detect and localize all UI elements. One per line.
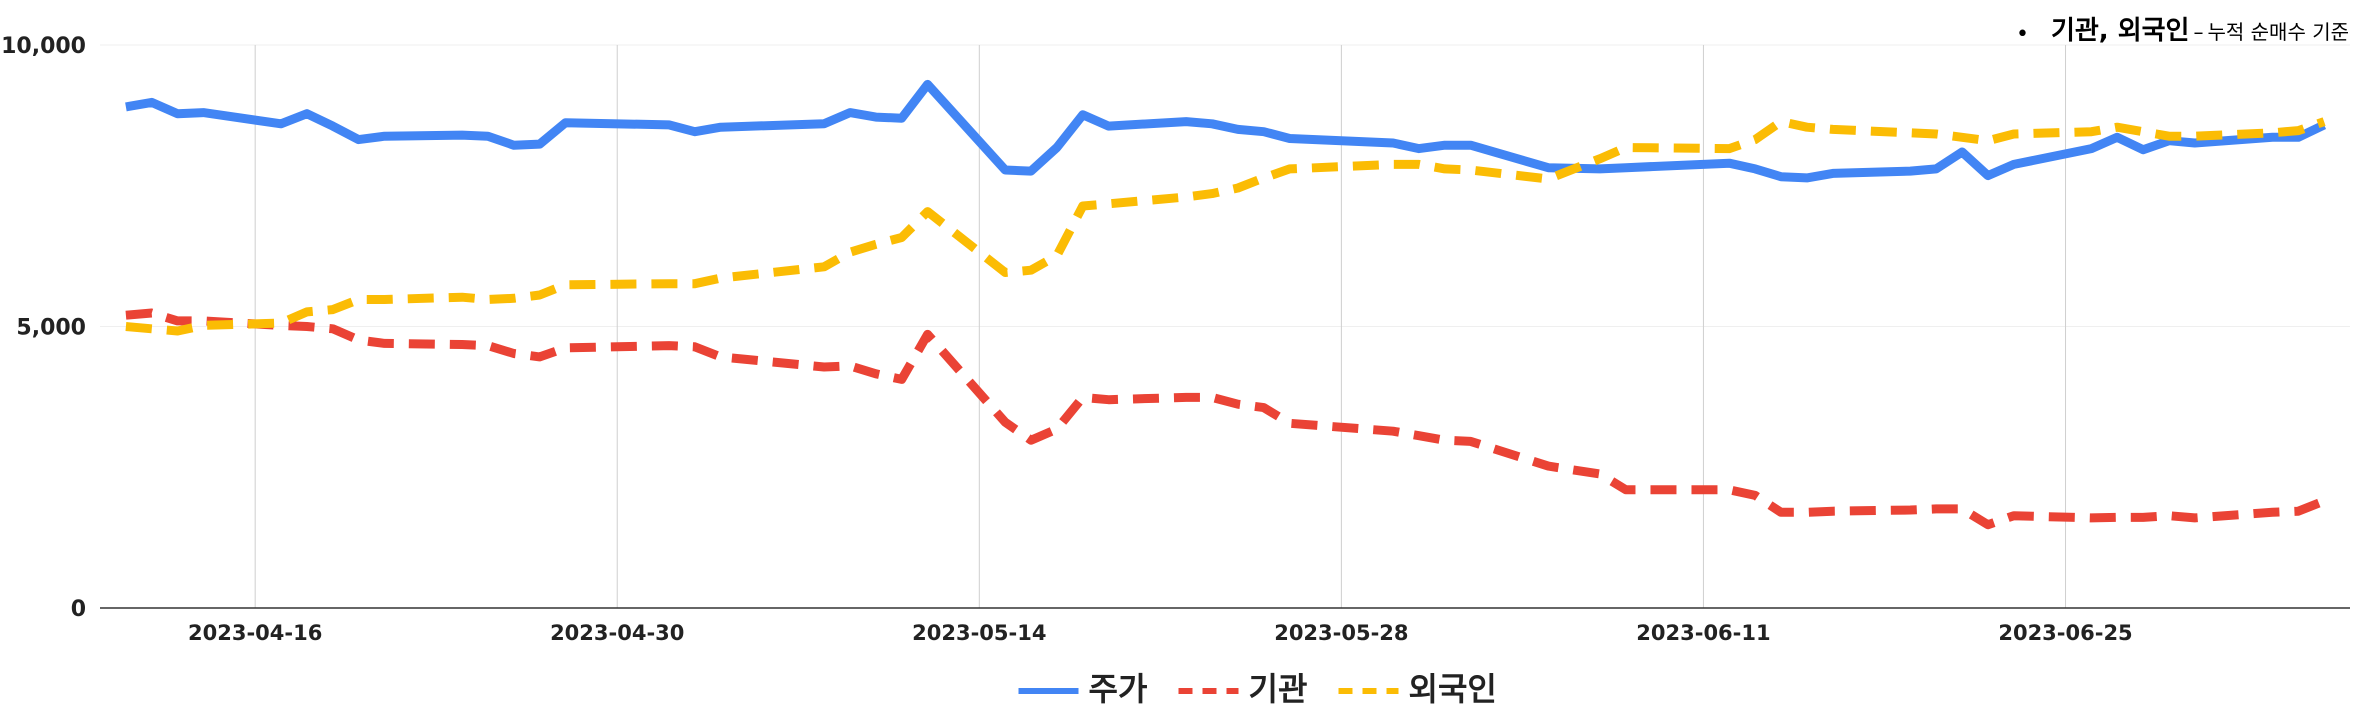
y-axis-ticks: 0 5,000 10,000: [1, 34, 86, 622]
legend-label-1: 주가: [1089, 670, 1148, 708]
legend-label-2: 기관: [1249, 670, 1308, 708]
x-tick-label: 2023-06-11: [1636, 621, 1770, 645]
x-tick-label: 2023-04-16: [188, 621, 322, 645]
x-tick-label: 2023-06-25: [1998, 621, 2132, 645]
x-tick-label: 2023-05-28: [1274, 621, 1408, 645]
note-dash: –: [2193, 20, 2204, 44]
x-tick-label: 2023-04-30: [550, 621, 684, 645]
chart-note: • 기관, 외국인 – 누적 순매수 기준: [2016, 10, 2349, 47]
legend-label-3: 외국인: [1409, 670, 1497, 708]
y-tick-label: 5,000: [16, 316, 86, 341]
note-bullet: •: [2015, 22, 2029, 47]
x-axis-ticks: 2023-04-16 2023-04-30 2023-05-14 2023-05-28…: [188, 621, 2133, 645]
y-tick-label: 0: [71, 597, 86, 622]
y-tick-label: 10,000: [1, 34, 86, 59]
note-main: 기관, 외국인: [2050, 16, 2190, 46]
series-line-3: [125, 117, 2326, 336]
x-tick-label: 2023-05-14: [912, 621, 1046, 645]
note-sub: 누적 순매수 기준: [2207, 20, 2349, 44]
legend: 주가 기관 외국인: [1018, 670, 1497, 708]
series-lines: [125, 79, 2327, 530]
series-line-2: [125, 308, 2326, 530]
series-line-1: [125, 79, 2327, 183]
